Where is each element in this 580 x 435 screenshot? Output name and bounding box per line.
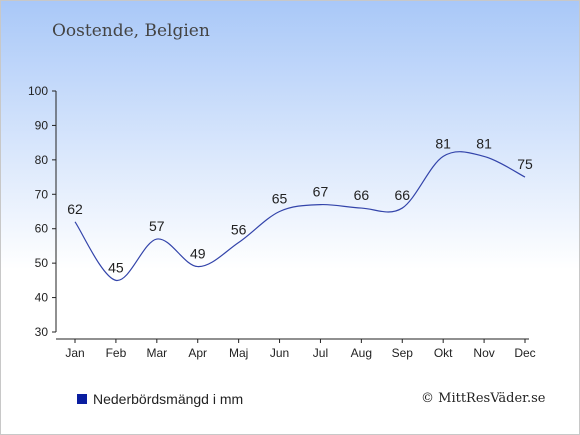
data-label: 75 <box>517 156 533 172</box>
x-tick-label: Okt <box>434 346 453 360</box>
data-label: 66 <box>394 187 410 203</box>
series-layer <box>74 151 526 281</box>
axes: 30 40 50 60 70 80 90 100 Jan Feb Mar Apr Maj Jun Jul Au… <box>28 84 536 360</box>
data-label: 67 <box>313 184 329 200</box>
data-label: 62 <box>67 201 83 217</box>
x-tick-label: Jan <box>65 346 84 360</box>
y-tick-label: 40 <box>35 291 49 305</box>
data-labels: 62 45 57 49 56 65 67 66 66 81 81 75 <box>67 135 533 275</box>
place-title: Oostende, Belgien <box>52 21 210 41</box>
data-label: 49 <box>190 246 206 262</box>
x-tick-label: Sep <box>392 346 414 360</box>
legend-swatch <box>77 394 87 404</box>
legend-label: Nederbördsmängd i mm <box>93 391 244 407</box>
y-tick-label: 60 <box>35 222 49 236</box>
data-label: 65 <box>272 191 288 207</box>
data-label: 56 <box>231 221 247 237</box>
data-label: 81 <box>435 135 451 151</box>
y-tick-label: 80 <box>35 153 49 167</box>
precipitation-line <box>74 151 526 281</box>
data-label: 45 <box>108 259 124 275</box>
x-tick-label: Mar <box>146 346 167 360</box>
y-tick-label: 100 <box>28 84 48 98</box>
y-tick-label: 90 <box>35 118 49 132</box>
x-tick-label: Aug <box>351 346 372 360</box>
copyright-text: © MittResVäder.se <box>421 391 546 406</box>
x-tick-label: Jul <box>313 346 328 360</box>
x-tick-label: Feb <box>106 346 127 360</box>
x-tick-label: Apr <box>188 346 207 360</box>
data-label: 81 <box>476 135 492 151</box>
data-label: 57 <box>149 218 165 234</box>
x-tick-label: Maj <box>229 346 248 360</box>
y-tick-label: 30 <box>35 325 49 339</box>
y-tick-label: 70 <box>35 187 49 201</box>
x-tick-label: Jun <box>270 346 289 360</box>
data-label: 66 <box>354 187 370 203</box>
x-tick-label: Nov <box>473 346 494 360</box>
x-tick-label: Dec <box>514 346 535 360</box>
y-tick-label: 50 <box>35 256 49 270</box>
legend: Nederbördsmängd i mm <box>77 391 243 407</box>
